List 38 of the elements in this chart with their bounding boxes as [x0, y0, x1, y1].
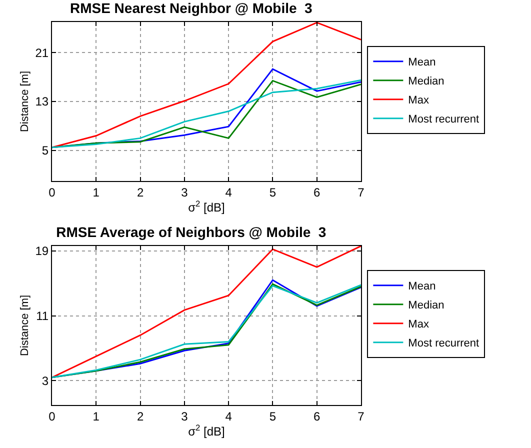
line-series [52, 22, 361, 148]
chart-title: RMSE Nearest Neighbor @ Mobile 3 [70, 0, 313, 16]
x-tick-label: 7 [358, 185, 365, 200]
x-tick-label: 0 [48, 409, 56, 424]
x-tick-label: 5 [269, 185, 276, 200]
x-tick-label: 3 [181, 409, 188, 424]
x-tick-label: 4 [225, 185, 232, 200]
legend-label: Max [408, 94, 430, 107]
x-tick-label: 4 [225, 409, 232, 424]
y-tick-label: 19 [35, 244, 49, 258]
y-axis-title: Distance [m] [18, 294, 31, 356]
y-tick-label: 13 [35, 94, 49, 109]
x-tick-label: 1 [92, 409, 100, 424]
y-axis-title: Distance [m] [18, 70, 31, 132]
x-tick-label: 2 [136, 185, 144, 200]
legend-label: Most recurrent [408, 114, 480, 126]
line-series [52, 246, 361, 378]
y-tick-label: 5 [42, 144, 49, 158]
legend-label: Median [408, 76, 444, 88]
x-tick-label: 3 [181, 185, 188, 200]
y-tick-label: 21 [35, 46, 49, 60]
legend-label: Most recurrent [408, 338, 480, 350]
x-tick-label: 6 [314, 185, 321, 200]
x-tick-label: 0 [48, 185, 56, 200]
x-axis-title: σ$^{2}$ [dB] [188, 422, 225, 438]
x-tick-label: 7 [358, 409, 365, 424]
x-tick-label: 2 [136, 409, 144, 424]
y-tick-label: 3 [42, 374, 49, 388]
chart-title: RMSE Average of Neighbors @ Mobile 3 [56, 224, 326, 240]
x-tick-label: 6 [314, 409, 321, 424]
x-tick-label: 1 [92, 185, 100, 200]
legend-label: Median [408, 300, 444, 312]
x-tick-label: 5 [269, 409, 276, 424]
legend-label: Mean [408, 56, 436, 69]
legend-label: Mean [408, 280, 436, 293]
y-tick-label: 11 [36, 308, 49, 323]
legend-label: Max [408, 318, 430, 331]
x-axis-title: σ$^{2}$ [dB] [188, 198, 225, 214]
